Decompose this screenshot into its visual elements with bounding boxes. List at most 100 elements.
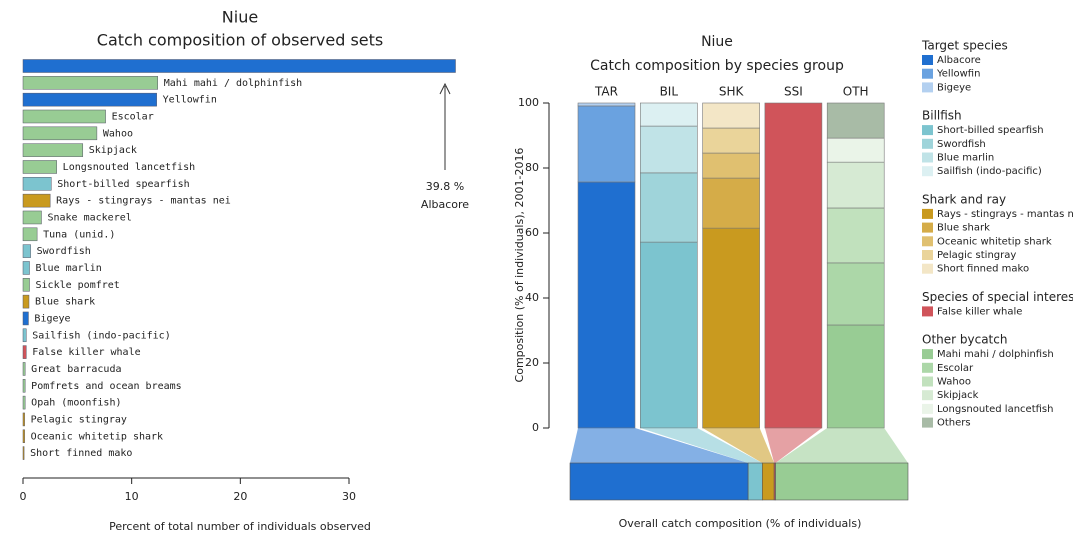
right-subtitle: Catch composition by species group [590,58,844,74]
group-code: OTH [843,85,869,99]
bar [22,92,157,107]
legend-label: Bigeye [937,82,971,93]
stack-segment [702,177,760,229]
legend-heading: Other bycatch [922,333,1007,347]
stack-segment [577,102,636,107]
legend-swatch [922,236,933,247]
legend-label: Rays - stingrays - mantas nei [937,209,1073,220]
bar [22,76,158,90]
connector [775,428,908,463]
legend-label: False killer whale [937,306,1022,317]
bar [22,261,30,275]
legend-label: Sailfish (indo-pacific) [937,166,1042,177]
legend-swatch [922,138,933,149]
connector [570,428,749,463]
bar [22,412,25,427]
stack-segment [826,207,885,264]
legend-swatch [922,152,933,163]
bar [22,109,106,124]
group-code: SSI [784,85,803,99]
annotation-label: Albacore [421,198,469,211]
group-code: TAR [594,85,618,99]
value-label: 39.8 % [426,180,464,193]
bar [22,395,26,410]
legend-heading: Target species [921,39,1008,53]
legend-label: Short-billed spearfish [937,125,1044,136]
bar [22,160,57,174]
legend-swatch [922,403,933,414]
bar-label: Blue shark [35,297,95,308]
bar-label: Sailfish (indo-pacific) [32,330,170,341]
bar [22,379,26,393]
bar-label: False killer whale [32,347,140,358]
overall-segment [569,462,749,501]
left-title: Niue [222,8,258,27]
legend-heading: Billfish [922,109,962,123]
legend-swatch [922,306,933,317]
y-tick-label: 60 [525,226,539,239]
overall-segment [762,462,775,501]
right-title: Niue [701,34,733,50]
legend-label: Blue marlin [937,153,994,164]
bar-label: Opah (moonfish) [31,398,121,409]
stack-segment [826,102,885,139]
bar-label: Oceanic whitetip shark [31,431,163,442]
stack-segment [639,102,698,127]
bar [22,362,26,376]
y-tick-label: 40 [525,291,539,304]
legend-swatch [922,125,933,136]
legend-label: Swordfish [937,139,986,150]
legend-swatch [922,208,933,219]
arrow-head [439,82,451,95]
stack-segment [639,241,698,429]
x-tick-label: 20 [233,490,247,503]
y-tick-label: 100 [518,96,539,109]
y-tick-label: 80 [525,161,539,174]
bar-label: Wahoo [103,128,133,139]
stack-segment [577,181,636,429]
y-tick-label: 20 [525,356,539,369]
legend-label: Albacore [937,55,981,66]
stack-segment [826,161,885,209]
legend-label: Wahoo [937,377,971,388]
legend-swatch [922,263,933,274]
stack-segment [826,324,885,429]
legend-swatch [922,390,933,401]
legend-swatch [922,68,933,79]
bar [22,429,25,444]
bar-label: Great barracuda [31,364,121,375]
stack-segment [764,102,823,429]
bar-label: Swordfish [37,246,91,257]
bar-label: Rays - stingrays - mantas nei [56,196,231,207]
legend-swatch [922,166,933,177]
bar-label: Mahi mahi / dolphinfish [164,78,302,89]
stack-segment [577,105,636,183]
right-y-label: Composition (% of individuals), 2001-201… [513,148,526,383]
bar [22,177,52,191]
bar-label: Pelagic stingray [31,414,127,425]
legend-label: Others [937,418,971,429]
legend-label: Yellowfin [936,69,980,80]
stack-segment [702,227,760,429]
bar-label: Snake mackerel [47,212,131,223]
connector [702,428,775,463]
bar-label: Escolar [112,111,154,122]
legend-label: Oceanic whitetip shark [937,236,1052,247]
legend-label: Escolar [937,363,974,374]
bar-label: Skipjack [89,145,137,156]
stack-segment [826,137,885,163]
bar-label: Tuna (unid.) [43,229,115,240]
bar [22,328,27,343]
legend-label: Skipjack [937,390,979,401]
bar [22,244,31,258]
connector [640,428,763,463]
bar [22,294,30,309]
bar [22,227,38,242]
bar [22,210,42,225]
group-code: BIL [660,85,679,99]
y-tick-label: 0 [532,421,539,434]
legend-swatch [922,349,933,360]
bar [22,143,84,157]
x-tick-label: 30 [342,490,356,503]
